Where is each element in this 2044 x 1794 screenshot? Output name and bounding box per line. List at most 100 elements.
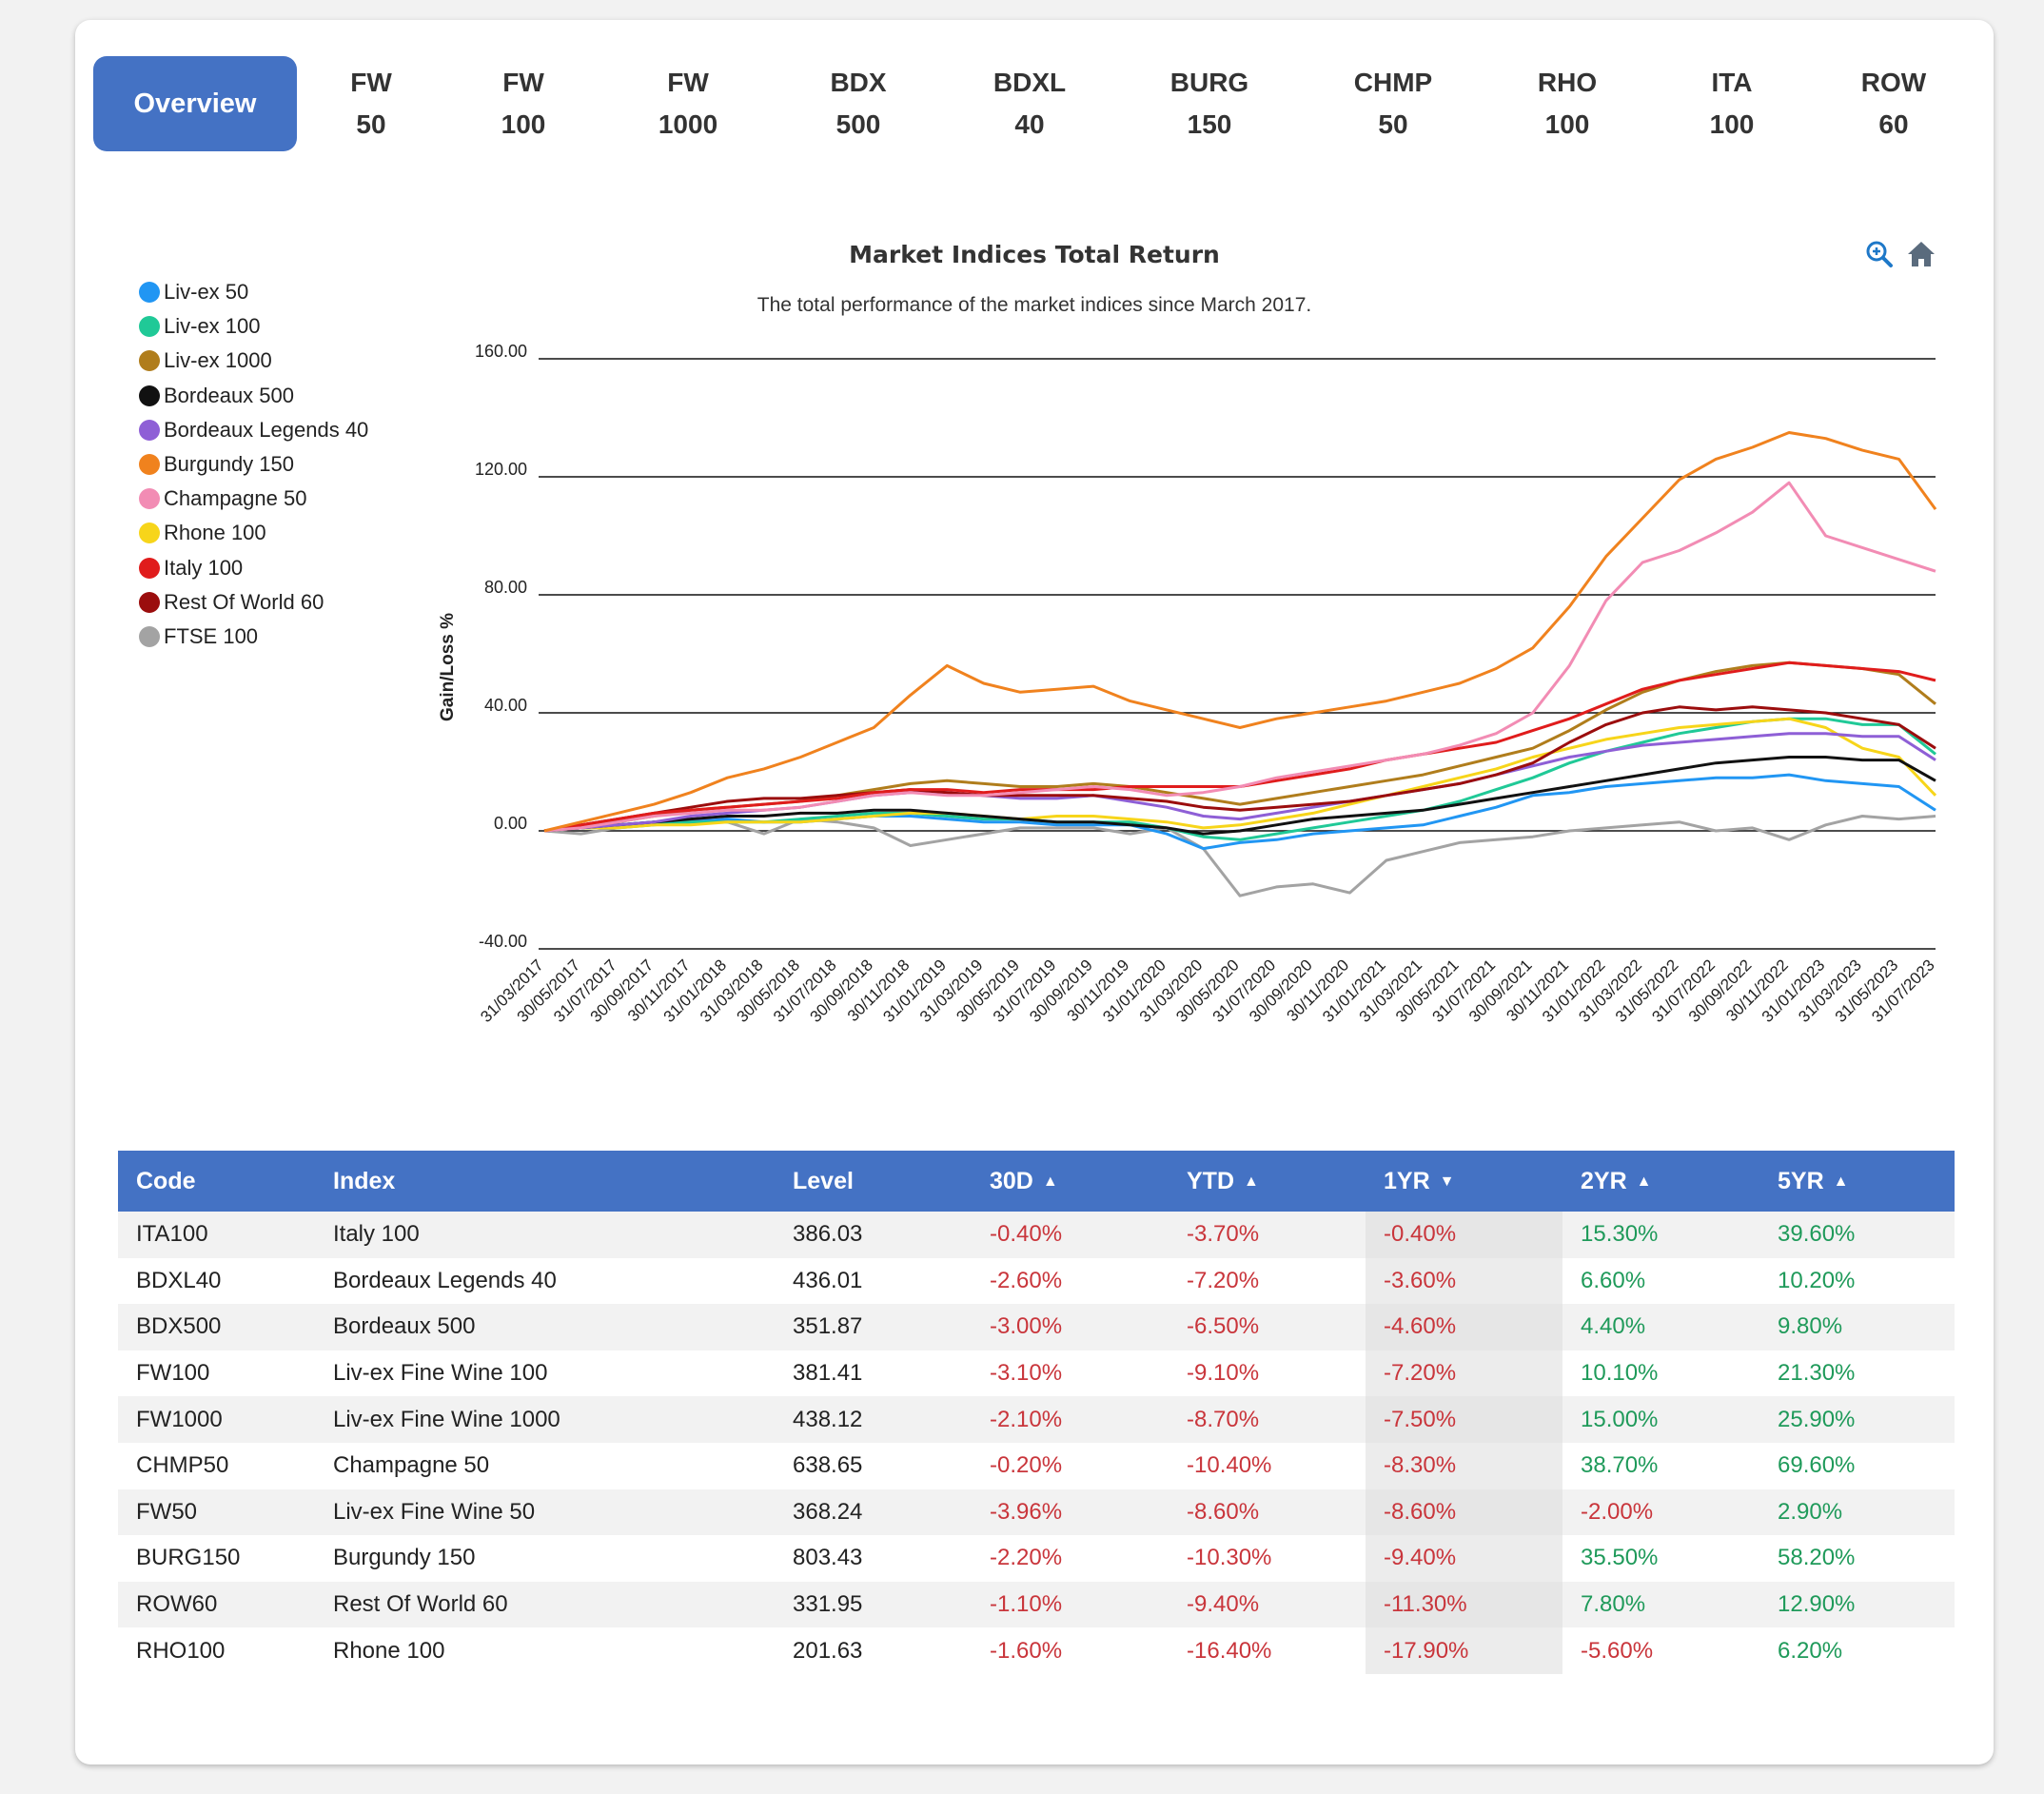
- cell-code: FW1000: [118, 1396, 315, 1443]
- table-row[interactable]: ITA100 Italy 100 386.03 -0.40% -3.70% -0.40% 1…: [118, 1212, 1955, 1258]
- cell-d30: -0.20%: [990, 1452, 1063, 1479]
- y-tick-label: -40.00: [479, 932, 527, 951]
- tab-chmp50[interactable]: CHMP 50: [1354, 56, 1432, 151]
- legend-item[interactable]: Burgundy 150: [139, 447, 368, 482]
- tab-sublabel: 40: [1014, 109, 1045, 139]
- col-header-label: Code: [136, 1167, 196, 1194]
- legend-item[interactable]: Rhone 100: [139, 516, 368, 550]
- col-header-30d[interactable]: 30D ▲: [972, 1151, 1169, 1212]
- cell-yr2: 6.60%: [1581, 1267, 1646, 1293]
- legend-marker: [139, 316, 160, 338]
- legend-label: Rest Of World 60: [164, 589, 324, 614]
- sort-up-icon[interactable]: ▲: [1042, 1173, 1058, 1190]
- tab-fw100[interactable]: FW 100: [501, 56, 546, 151]
- tab-burg150[interactable]: BURG 150: [1170, 56, 1248, 151]
- table-row[interactable]: ROW60 Rest Of World 60 331.95 -1.10% -9.40% -…: [118, 1581, 1955, 1628]
- indices-table: Code Index Level 30D ▲ YTD ▲ 1YR ▼ 2YR ▲ 5YR…: [118, 1151, 1955, 1674]
- legend-item[interactable]: Italy 100: [139, 551, 368, 585]
- table-row[interactable]: BDX500 Bordeaux 500 351.87 -3.00% -6.50% -4.6…: [118, 1304, 1955, 1350]
- cell-index: Italy 100: [315, 1212, 775, 1258]
- series-line-rest-of-world-60[interactable]: [543, 705, 1936, 833]
- series-line-ftse-100[interactable]: [543, 815, 1936, 897]
- tab-fw1000[interactable]: FW 1000: [658, 56, 717, 151]
- cell-index: Rest Of World 60: [315, 1581, 775, 1628]
- tab-label: Overview: [133, 89, 257, 119]
- sort-up-icon[interactable]: ▲: [1833, 1173, 1849, 1190]
- col-header-5yr[interactable]: 5YR ▲: [1759, 1151, 1955, 1212]
- cell-level: 351.87: [775, 1304, 972, 1350]
- tab-label: BURG: [1169, 68, 1249, 97]
- market-indices-chart: Market Indices Total Return The total pe…: [438, 241, 1938, 1026]
- table-row[interactable]: BDXL40 Bordeaux Legends 40 436.01 -2.60% -7.…: [118, 1257, 1955, 1305]
- cell-yr5: 39.60%: [1759, 1212, 1955, 1258]
- y-tick-label: 0.00: [494, 814, 527, 833]
- cell-yr5: 21.30%: [1778, 1360, 1856, 1387]
- col-header-code[interactable]: Code: [118, 1151, 315, 1212]
- col-header-1yr[interactable]: 1YR ▼: [1366, 1151, 1562, 1212]
- tab-fw50[interactable]: FW 50: [350, 56, 392, 151]
- cell-yr2: -2.00%: [1562, 1488, 1759, 1536]
- series-line-rhone-100[interactable]: [543, 717, 1937, 833]
- cell-level: 436.01: [793, 1267, 863, 1293]
- cell-code: BDX500: [118, 1304, 315, 1350]
- cell-index: Rhone 100: [333, 1637, 445, 1664]
- cell-index: Liv-ex Fine Wine 100: [333, 1360, 548, 1387]
- cell-index: Burgundy 150: [333, 1545, 476, 1571]
- tab-bdx500[interactable]: BDX 500: [830, 56, 886, 151]
- zoom-in-icon[interactable]: [1864, 239, 1895, 269]
- chart-title: Market Indices Total Return: [849, 241, 1220, 268]
- table-row[interactable]: RHO100 Rhone 100 201.63 -1.60% -16.40% -17.90…: [118, 1627, 1955, 1674]
- home-icon[interactable]: [1906, 239, 1936, 269]
- series-line-champagne-50[interactable]: [543, 481, 1936, 833]
- legend-item[interactable]: Champagne 50: [139, 482, 368, 516]
- cell-d30: -3.10%: [990, 1360, 1063, 1387]
- legend-item[interactable]: Bordeaux Legends 40: [139, 413, 368, 447]
- col-header-2yr[interactable]: 2YR ▲: [1562, 1151, 1759, 1212]
- legend-item[interactable]: Liv-ex 1000: [139, 344, 368, 378]
- legend-label: Rhone 100: [164, 521, 266, 545]
- table-row[interactable]: CHMP50 Champagne 50 638.65 -0.20% -10.40% -8.…: [118, 1442, 1955, 1489]
- cell-yr1: -11.30%: [1366, 1581, 1562, 1628]
- tab-sublabel: 50: [1378, 109, 1408, 139]
- cell-yr2: 35.50%: [1581, 1545, 1659, 1571]
- col-header-label: Level: [793, 1167, 854, 1194]
- cell-yr1: -7.50%: [1366, 1396, 1562, 1443]
- cell-d30: -3.00%: [972, 1304, 1169, 1350]
- cell-index: Liv-ex Fine Wine 1000: [315, 1396, 775, 1443]
- col-header-index[interactable]: Index: [315, 1151, 775, 1212]
- cell-ytd: -16.40%: [1187, 1637, 1272, 1664]
- tab-ita100[interactable]: ITA 100: [1710, 56, 1755, 151]
- series-line-burgundy-150[interactable]: [543, 431, 1937, 833]
- tab-rho100[interactable]: RHO 100: [1538, 56, 1597, 151]
- table-row[interactable]: FW100 Liv-ex Fine Wine 100 381.41 -3.10% -9.…: [118, 1350, 1955, 1397]
- sort-down-icon[interactable]: ▼: [1439, 1173, 1455, 1190]
- table-row[interactable]: FW1000 Liv-ex Fine Wine 1000 438.12 -2.10% -…: [118, 1396, 1955, 1443]
- series-line-bordeaux-500[interactable]: [543, 756, 1936, 836]
- sort-up-icon[interactable]: ▲: [1636, 1173, 1652, 1190]
- col-header-label: 2YR: [1581, 1167, 1627, 1194]
- legend-item[interactable]: Bordeaux 500: [139, 379, 368, 413]
- cell-ytd: -8.60%: [1169, 1488, 1366, 1536]
- col-header-ytd[interactable]: YTD ▲: [1169, 1151, 1366, 1212]
- tab-row60[interactable]: ROW 60: [1861, 56, 1926, 151]
- tab-bdxl40[interactable]: BDXL 40: [993, 56, 1066, 151]
- y-tick-label: 120.00: [475, 460, 527, 479]
- cell-index: Bordeaux 500: [315, 1304, 775, 1350]
- col-header-level[interactable]: Level: [775, 1151, 972, 1212]
- tab-label: ROW: [1860, 68, 1927, 97]
- legend-item[interactable]: Liv-ex 100: [139, 309, 368, 344]
- sort-up-icon[interactable]: ▲: [1244, 1173, 1259, 1190]
- tab-sublabel: 50: [356, 109, 386, 139]
- cell-level: 803.43: [793, 1545, 863, 1571]
- legend-label: Liv-ex 50: [164, 280, 249, 305]
- legend-label: FTSE 100: [164, 623, 259, 648]
- legend-item[interactable]: FTSE 100: [139, 620, 368, 654]
- tab-sublabel: 100: [1544, 109, 1590, 139]
- legend-marker: [139, 419, 160, 441]
- cell-yr2: 7.80%: [1562, 1581, 1759, 1628]
- legend-item[interactable]: Liv-ex 50: [139, 275, 368, 309]
- table-row[interactable]: BURG150 Burgundy 150 803.43 -2.20% -10.30% -9…: [118, 1535, 1955, 1582]
- legend-item[interactable]: Rest Of World 60: [139, 585, 368, 620]
- table-row[interactable]: FW50 Liv-ex Fine Wine 50 368.24 -3.96% -8.60…: [118, 1488, 1955, 1536]
- tab-overview[interactable]: Overview: [93, 56, 297, 151]
